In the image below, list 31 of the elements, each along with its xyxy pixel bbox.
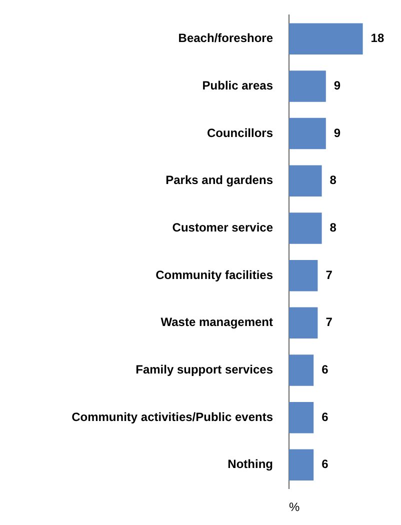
y-tick-label: Customer service <box>172 220 274 235</box>
bar <box>289 23 363 54</box>
data-label: 9 <box>334 78 341 93</box>
y-tick-label: Councillors <box>206 126 274 140</box>
y-tick-label: Waste management <box>160 315 273 330</box>
data-label: 8 <box>330 173 337 188</box>
bar <box>289 70 326 102</box>
bar <box>289 307 318 339</box>
y-tick-label: Community facilities <box>156 268 274 282</box>
bar <box>289 212 322 244</box>
data-label: 8 <box>330 220 337 235</box>
y-tick-label: Community activities/Public events <box>72 410 274 424</box>
bar <box>289 165 322 197</box>
data-label: 6 <box>322 362 329 377</box>
y-tick-label: Public areas <box>202 78 274 93</box>
data-label: 6 <box>322 457 329 472</box>
bar <box>289 118 326 150</box>
data-label: 6 <box>322 410 329 424</box>
y-tick-label: Parks and gardens <box>166 173 274 188</box>
bar <box>289 402 314 434</box>
bar <box>289 449 314 481</box>
bar <box>289 354 314 386</box>
data-label: 7 <box>326 268 333 282</box>
y-tick-label: Family support services <box>136 362 274 377</box>
y-tick-label: Nothing <box>228 457 273 472</box>
data-label: 18 <box>370 31 384 46</box>
data-label: 7 <box>326 315 333 330</box>
data-label: 9 <box>334 126 341 140</box>
x-axis-title: % <box>289 500 300 514</box>
y-tick-label: Beach/foreshore <box>178 31 274 46</box>
bar <box>289 260 318 292</box>
